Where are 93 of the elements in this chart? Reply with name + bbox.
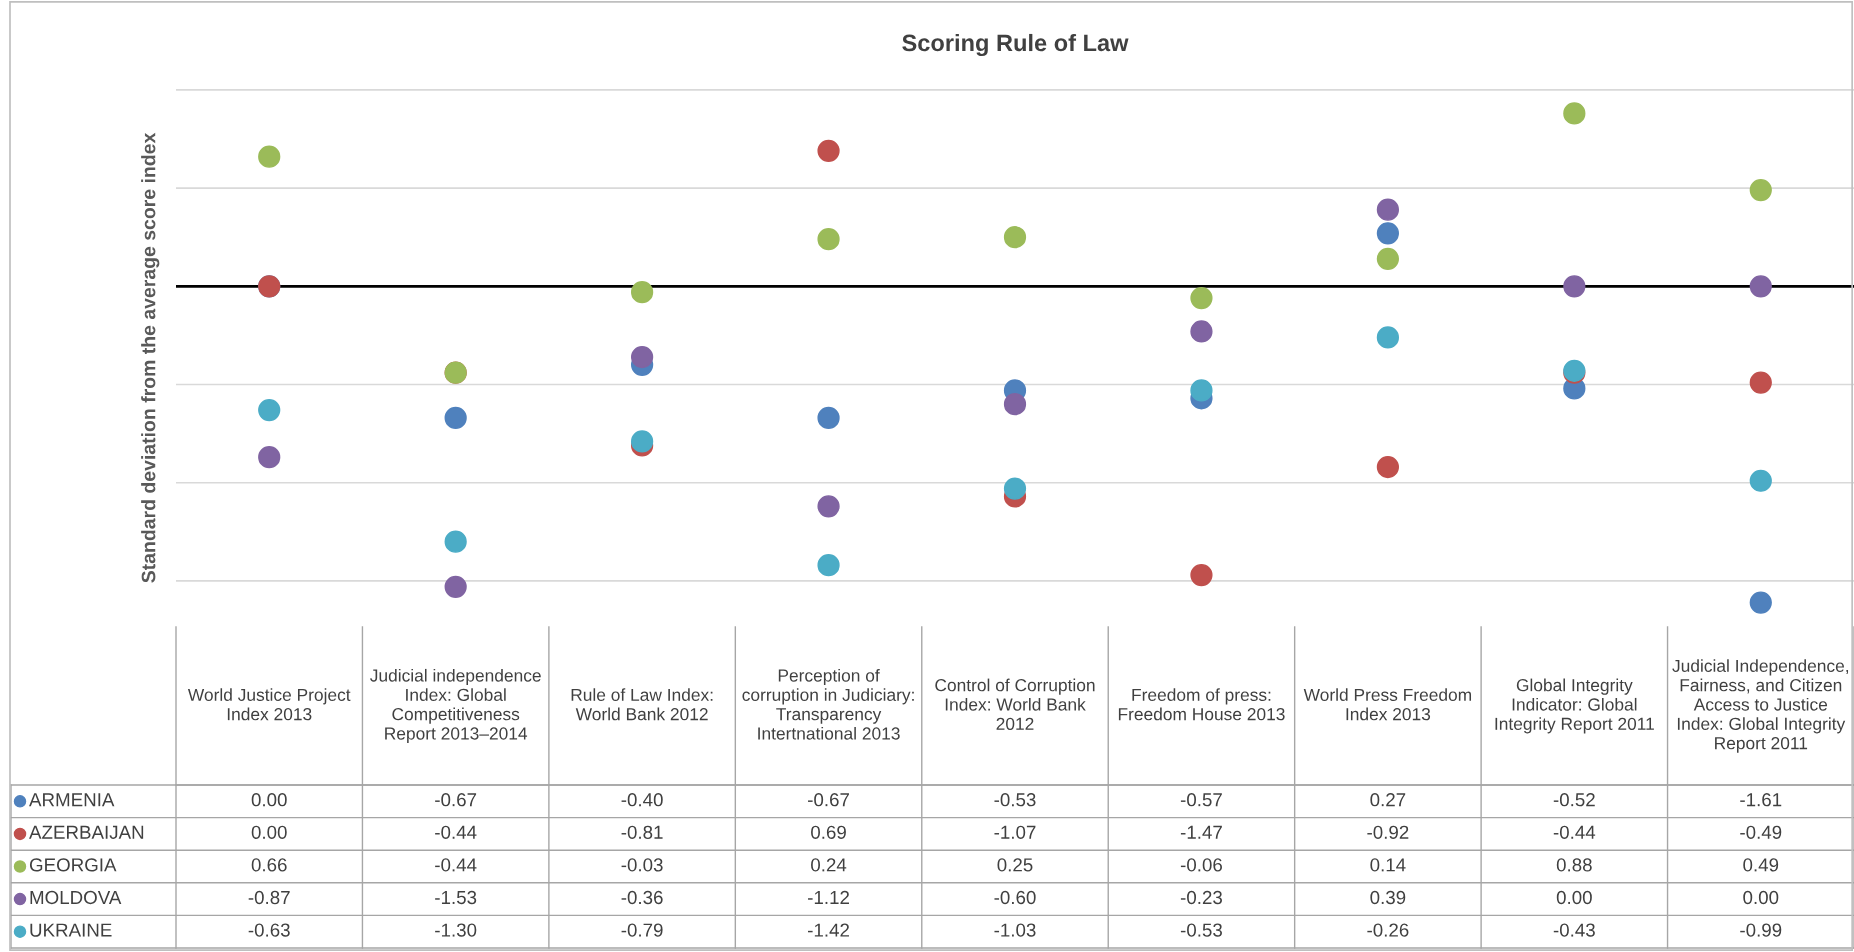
point [1749,371,1772,394]
point [1003,477,1027,500]
point [817,495,840,518]
point [817,406,840,430]
x-tick-label: Freedom of press: Freedom House 2013 [1118,688,1285,721]
data-label: 0.49 [1743,858,1779,872]
point [1376,198,1400,221]
data-label: -0.26 [1367,923,1409,937]
data-label: -0.52 [1553,793,1595,807]
data-label: -0.79 [621,923,663,937]
x-tick-label: World Justice Project Index 2013 [187,688,351,721]
data-label: -0.53 [994,793,1036,807]
data-label: -0.60 [994,890,1036,905]
data-label: -0.44 [1553,825,1596,839]
data-label: -0.63 [248,923,290,937]
data-label: 0.66 [251,858,287,872]
data-label: -0.23 [1180,890,1222,905]
point [1749,469,1772,492]
point [1003,393,1027,416]
point [1749,591,1772,614]
point [1563,102,1586,125]
chart-title: Scoring Rule of Law [902,33,1129,57]
x-tick-label: Global Integrity Indicator: Global Integrity Report 2011 [1495,678,1654,734]
point [258,145,281,168]
data-label: 0.88 [1556,858,1592,872]
data-label: -0.57 [1180,793,1222,807]
data-label: 0.00 [1556,890,1592,905]
data-label: 0.00 [1743,890,1779,905]
data-label: -0.81 [621,825,663,839]
point [630,281,654,304]
data-label: -0.43 [1553,923,1595,937]
point [1563,275,1586,298]
data-label: -0.99 [1740,923,1782,937]
data-label: 0.69 [811,825,846,839]
x-tick-label: Judicial Independence, Fairness, and Citizen Access to Justice Index: Global Integrity Report 2011 [1672,659,1849,753]
point [1749,178,1772,202]
data-label: 0.14 [1370,858,1406,872]
data-label: -1.07 [994,825,1036,839]
point [258,398,281,422]
point [258,446,281,469]
data-label: -1.30 [435,923,477,937]
data-label: -1.61 [1740,793,1782,807]
data-label: -0.49 [1740,825,1782,839]
data-label: -0.40 [621,793,663,807]
point [1190,563,1213,587]
point [817,554,840,577]
data-label: -0.67 [808,793,849,807]
data-label: 0.00 [251,793,287,807]
legend-label: UKRAINE [30,923,112,937]
legend-label: AZERBAIJAN [29,825,144,839]
data-label: -0.36 [621,890,663,905]
data-label: 0.27 [1370,793,1406,807]
legend-label: GEORGIA [29,858,117,872]
point [1376,247,1400,270]
legend-label: ARMENIA [29,793,115,807]
data-label: -0.53 [1180,923,1222,937]
legend-label: MOLDOVA [30,890,122,905]
point [1190,379,1213,402]
data-label: -1.03 [994,923,1036,937]
data-label: 0.24 [811,858,847,872]
point [817,139,840,162]
x-tick-label: Perception of corruption in Judiciary: Transparency Intertnational 2013 [742,668,914,740]
point [444,406,467,430]
data-label: 0.25 [997,858,1033,872]
x-tick-label: World Press Freedom Index 2013 [1303,688,1472,721]
point [1376,222,1400,245]
data-label: -0.44 [435,825,477,839]
data-label: -1.53 [435,890,477,905]
data-label: -1.12 [808,890,849,904]
point [1376,326,1400,349]
data-label: 0.00 [251,825,287,839]
data-label: -1.47 [1180,825,1222,839]
data-label: -0.06 [1180,858,1222,872]
data-label: -1.42 [808,923,849,937]
point [1190,320,1213,343]
data-label: -0.87 [248,890,290,905]
point [444,575,467,598]
data-label: -0.67 [435,793,477,807]
x-tick-label: Judicial independence Index: Global Competitiveness Report 2013–2014 [370,668,541,744]
point [630,345,654,369]
x-tick-label: Rule of Law Index: World Bank 2012 [571,688,713,721]
data-label: -0.92 [1367,825,1409,839]
point [1190,286,1213,310]
data-label: -0.03 [621,858,663,872]
point [1749,275,1772,298]
y-axis-title: Standard deviation from the average score index [141,132,160,583]
data-label: -0.44 [435,858,477,872]
point [817,228,840,251]
point [1003,226,1027,249]
point [444,530,467,553]
data-label: 0.39 [1370,890,1406,905]
x-tick-label: Control of Corruption Index: World Bank 2012 [935,678,1095,730]
point [1376,455,1400,479]
